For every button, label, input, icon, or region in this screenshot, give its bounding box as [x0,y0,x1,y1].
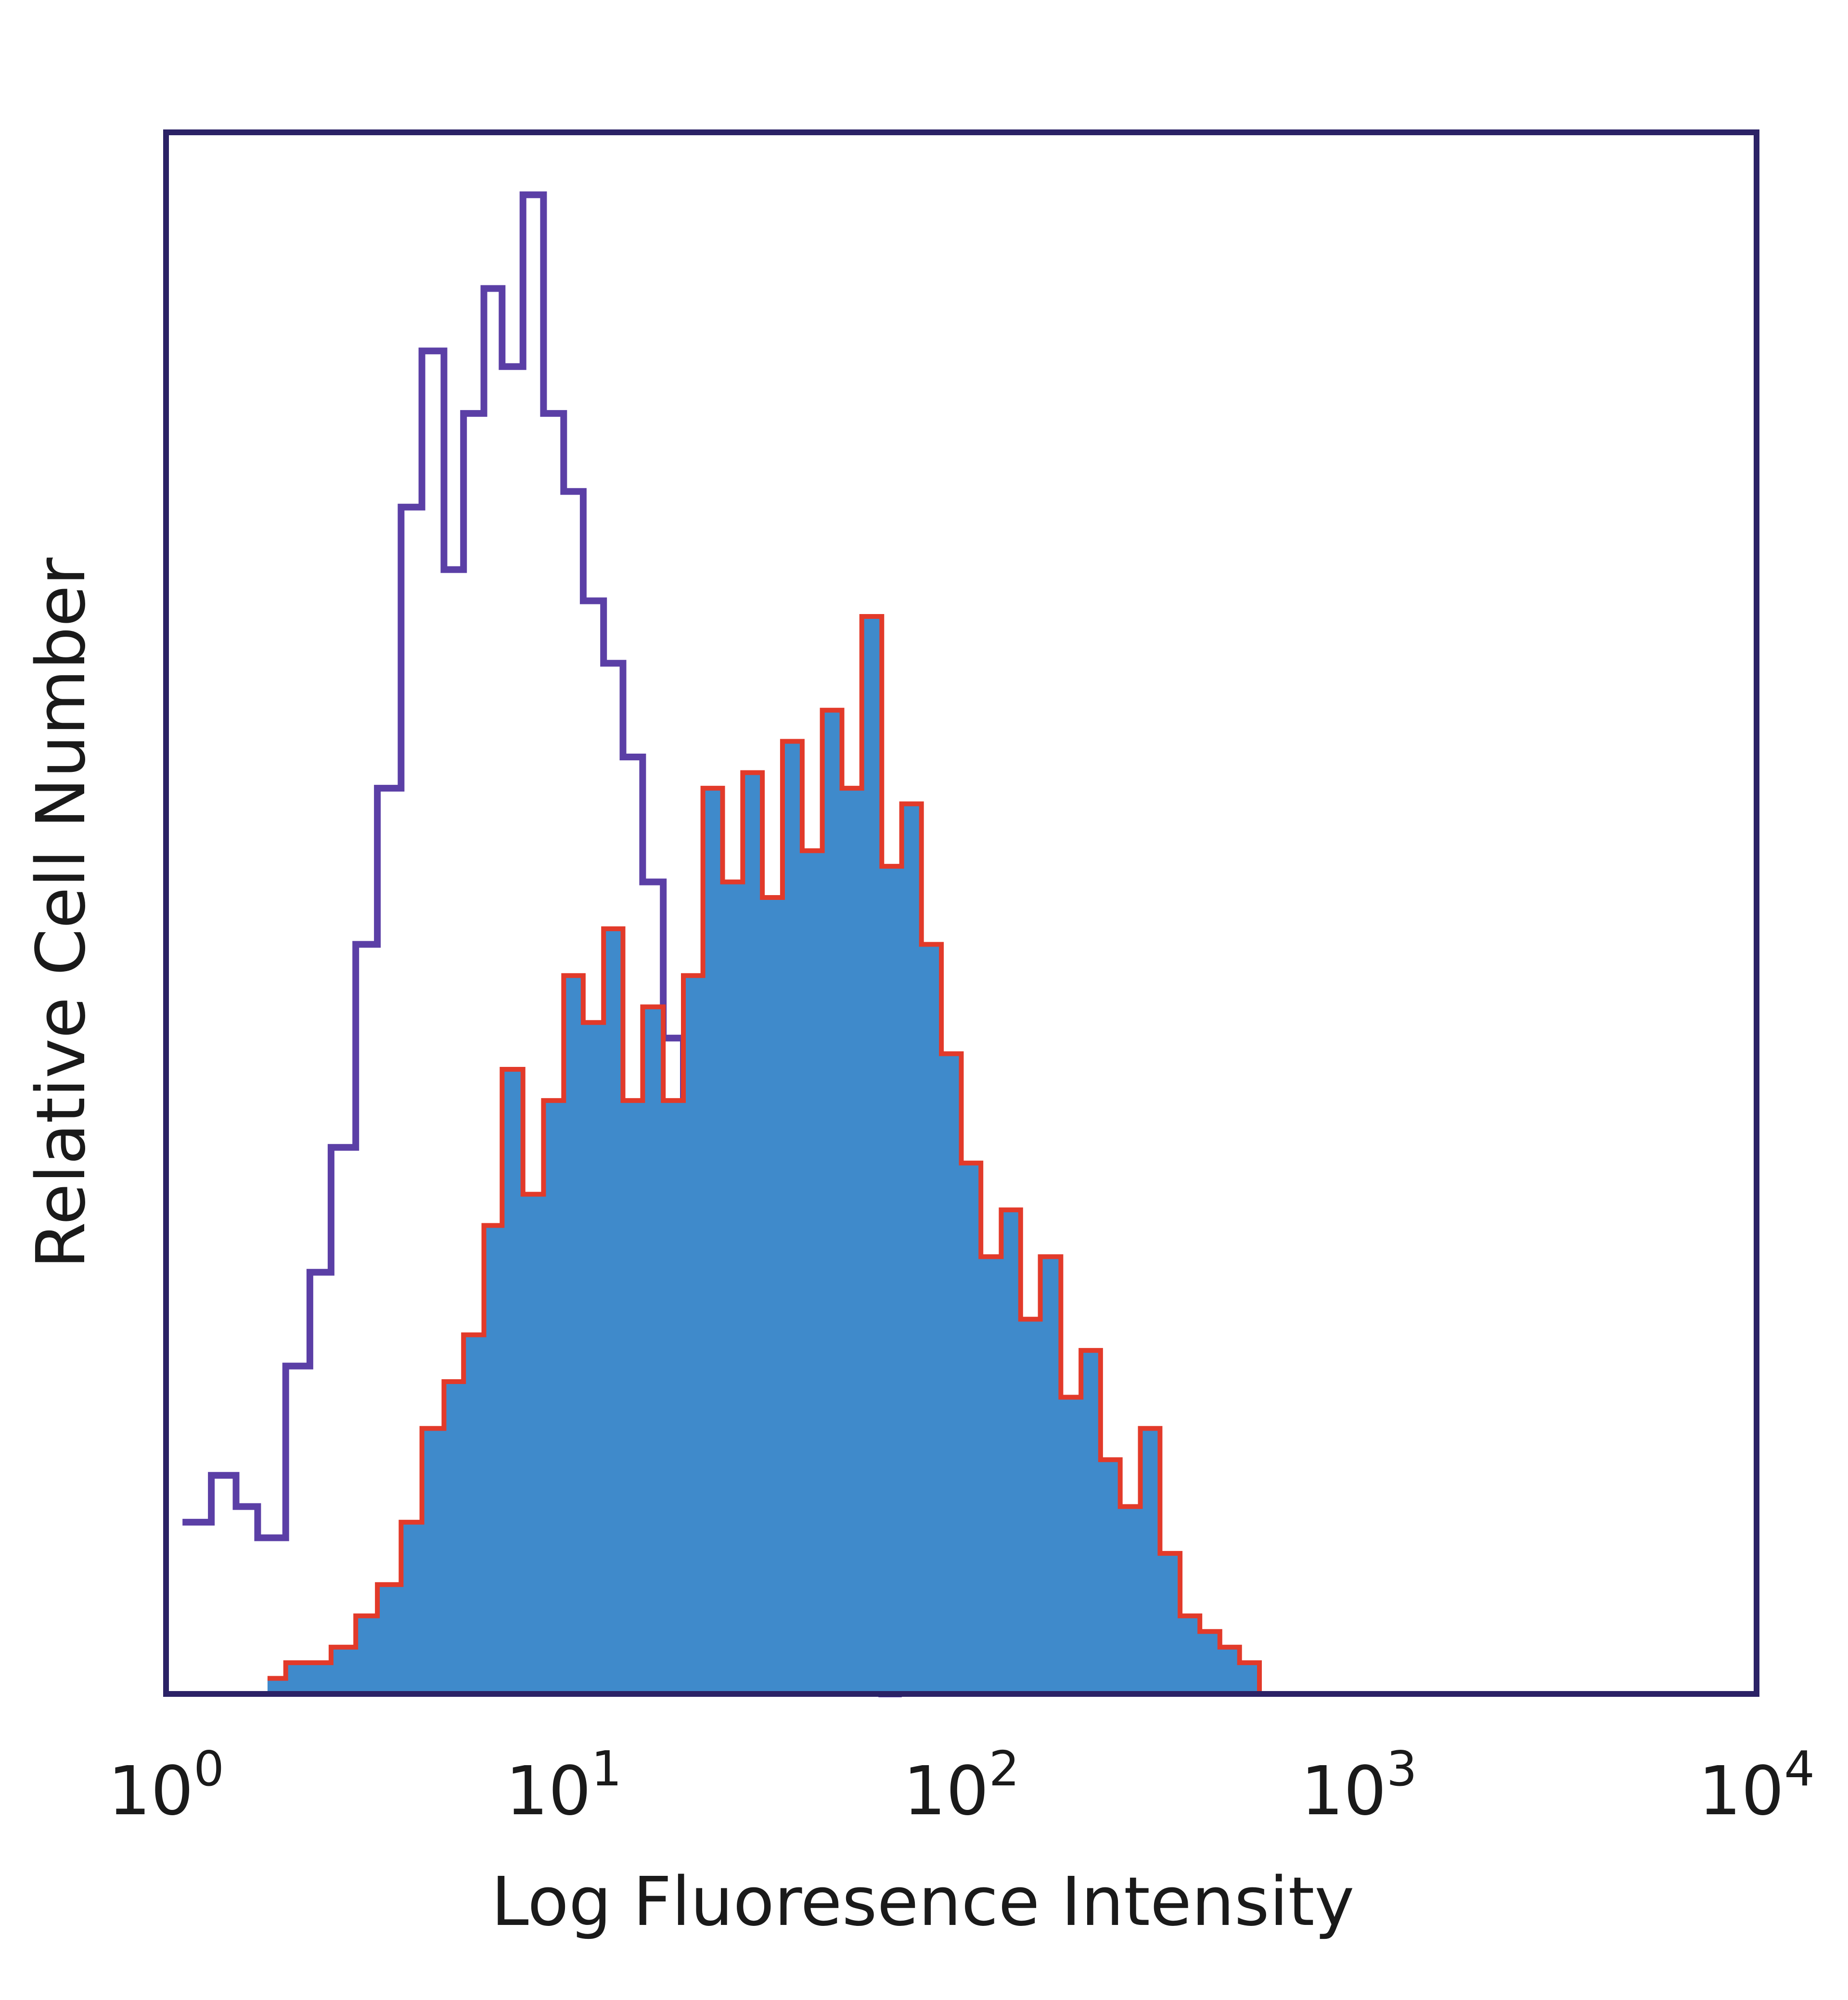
x-tick-label: 104 [1698,1741,1815,1831]
plot-area [182,191,1280,1697]
x-tick-labels: 100 101 102 103 104 [108,1741,1815,1831]
y-axis-label: Relative Cell Number [22,557,101,1269]
x-tick-label: 100 [108,1741,224,1831]
x-axis-label: Log Fluoresence Intensity [491,1863,1355,1941]
plot-frame [163,129,1759,1697]
stained-histogram-outline [267,614,1280,1696]
x-tick-label: 102 [903,1741,1020,1831]
stained-histogram-fill [267,616,1280,1694]
x-tick-label: 101 [505,1741,622,1831]
x-tick-label: 103 [1301,1741,1417,1831]
